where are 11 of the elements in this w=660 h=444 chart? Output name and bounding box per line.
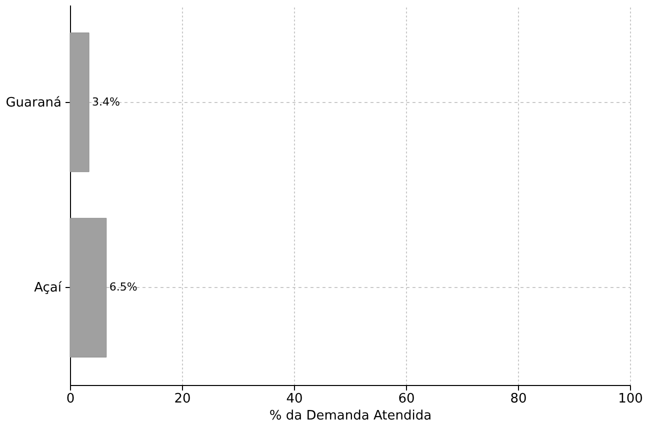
y-tick-label: Açaí bbox=[34, 280, 62, 296]
x-tick-label: 80 bbox=[510, 392, 527, 406]
x-axis-title: % da Demanda Atendida bbox=[269, 408, 432, 424]
x-tick-label: 40 bbox=[286, 392, 303, 406]
x-tick-label: 20 bbox=[174, 392, 191, 406]
data-label: 3.4% bbox=[92, 95, 120, 108]
y-tick-label: Guaraná bbox=[6, 95, 62, 110]
x-tick-label: 100 bbox=[618, 392, 643, 406]
x-tick-label: 0 bbox=[66, 392, 75, 406]
x-tick-label: 60 bbox=[398, 392, 415, 406]
data-label: 6.5% bbox=[109, 280, 138, 294]
